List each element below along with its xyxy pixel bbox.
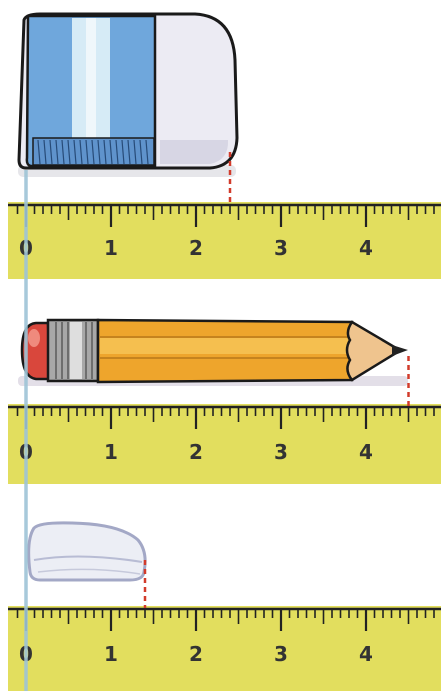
tick-label-2: 2	[189, 440, 203, 464]
worn-eraser-icon	[27, 521, 147, 582]
ruler-ticks	[16, 609, 435, 631]
ruler-middle: 0 1 2 3 4	[8, 404, 441, 484]
ruler-top: 0 1 2 3 4	[8, 202, 441, 279]
ruler-body	[8, 606, 441, 691]
tick-label-4: 4	[359, 236, 373, 260]
tick-label-1: 1	[104, 642, 118, 666]
tick-label-2: 2	[189, 236, 203, 260]
tick-label-3: 3	[274, 236, 288, 260]
eraser-with-sleeve-icon	[17, 12, 239, 177]
tick-label-4: 4	[359, 642, 373, 666]
tick-label-4: 4	[359, 440, 373, 464]
ruler-bottom: 0 1 2 3 4	[8, 606, 441, 691]
tick-label-1: 1	[104, 236, 118, 260]
tick-label-3: 3	[274, 440, 288, 464]
tick-label-1: 1	[104, 440, 118, 464]
ruler-body	[8, 202, 441, 279]
tick-label-2: 2	[189, 642, 203, 666]
tick-label-3: 3	[274, 642, 288, 666]
ruler-ticks	[16, 205, 435, 227]
pencil-icon	[18, 318, 408, 386]
ruler-ticks	[16, 407, 435, 429]
ruler-body	[8, 404, 441, 484]
